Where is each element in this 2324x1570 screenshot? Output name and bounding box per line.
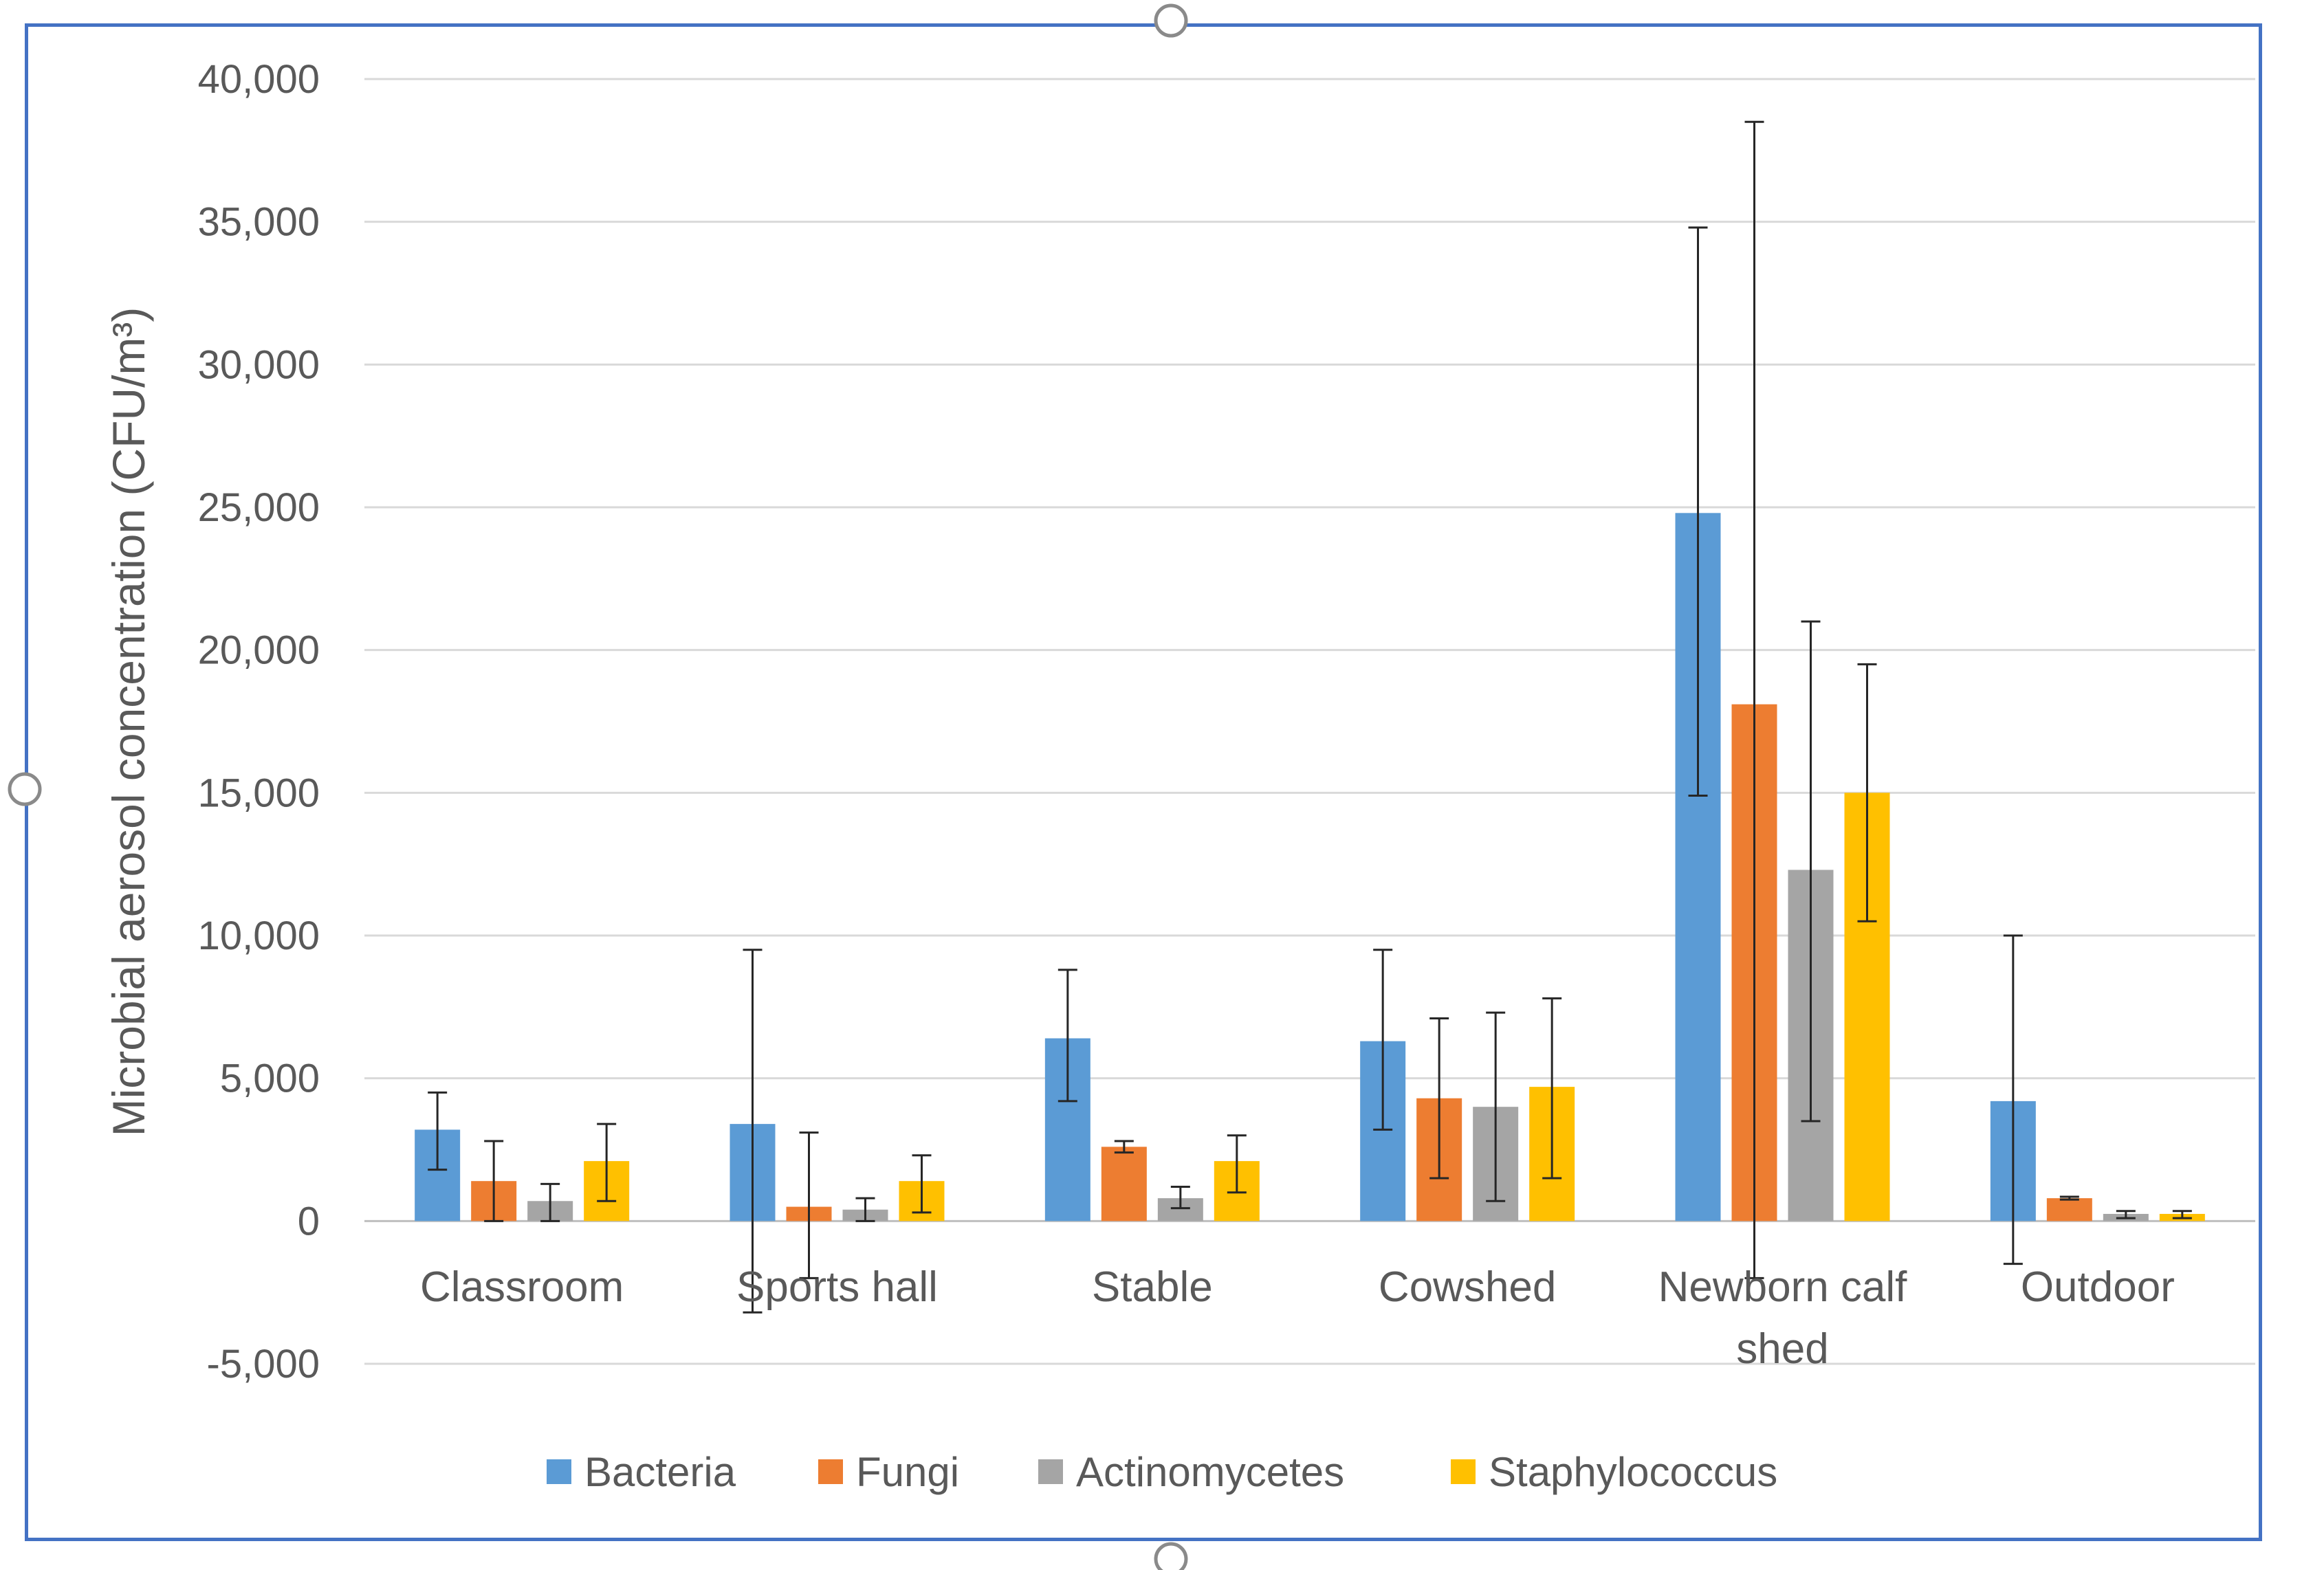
legend-label: Bacteria: [584, 1449, 736, 1495]
bar: [1101, 1147, 1147, 1221]
legend-label: Staphylococcus: [1489, 1449, 1777, 1495]
y-tick-label: 15,000: [198, 771, 320, 815]
chart-frame: [25, 23, 2262, 1541]
legend-label: Actinomycetes: [1076, 1449, 1344, 1495]
legend: Bacteria Fungi Actinomycetes Staphylococcus: [547, 1449, 1777, 1495]
y-tick-label: 10,000: [198, 914, 320, 958]
y-tick-label: 25,000: [198, 485, 320, 530]
y-tick-label: 30,000: [198, 342, 320, 387]
x-category-label: Cowshed: [1379, 1263, 1556, 1311]
resize-handle-left[interactable]: [8, 772, 42, 806]
legend-label: Fungi: [856, 1449, 959, 1495]
legend-swatch: [1038, 1459, 1063, 1484]
x-category-label: Sports hall: [736, 1263, 938, 1311]
axis-labels: -5,000 0 5,000 10,000 15,000 20,000 25,000 30,0…: [198, 57, 2175, 1386]
y-tick-label: 35,000: [198, 200, 320, 245]
bars: [415, 513, 2205, 1221]
legend-swatch: [818, 1459, 843, 1484]
x-category-label: Outdoor: [2021, 1263, 2175, 1311]
gridlines: [364, 78, 2255, 1365]
x-category-label: Classroom: [420, 1263, 624, 1311]
y-tick-label: 40,000: [198, 57, 320, 102]
bar: [2046, 1198, 2092, 1221]
error-bars: [428, 120, 2192, 1314]
y-axis-title: Microbial aerosol concentration (CFU/m³): [103, 307, 154, 1137]
x-category-label: shed: [1736, 1325, 1828, 1373]
x-category-label: Stable: [1092, 1263, 1213, 1311]
y-tick-label: -5,000: [207, 1342, 320, 1386]
y-tick-label: 0: [298, 1199, 320, 1243]
legend-swatch: [1451, 1459, 1476, 1484]
x-category-label: Newborn calf: [1658, 1263, 1908, 1311]
resize-handle-top[interactable]: [1154, 3, 1188, 38]
resize-handle-bottom[interactable]: [1154, 1542, 1188, 1570]
y-tick-label: 20,000: [198, 628, 320, 673]
legend-swatch: [547, 1459, 571, 1484]
y-tick-label: 5,000: [220, 1057, 320, 1101]
